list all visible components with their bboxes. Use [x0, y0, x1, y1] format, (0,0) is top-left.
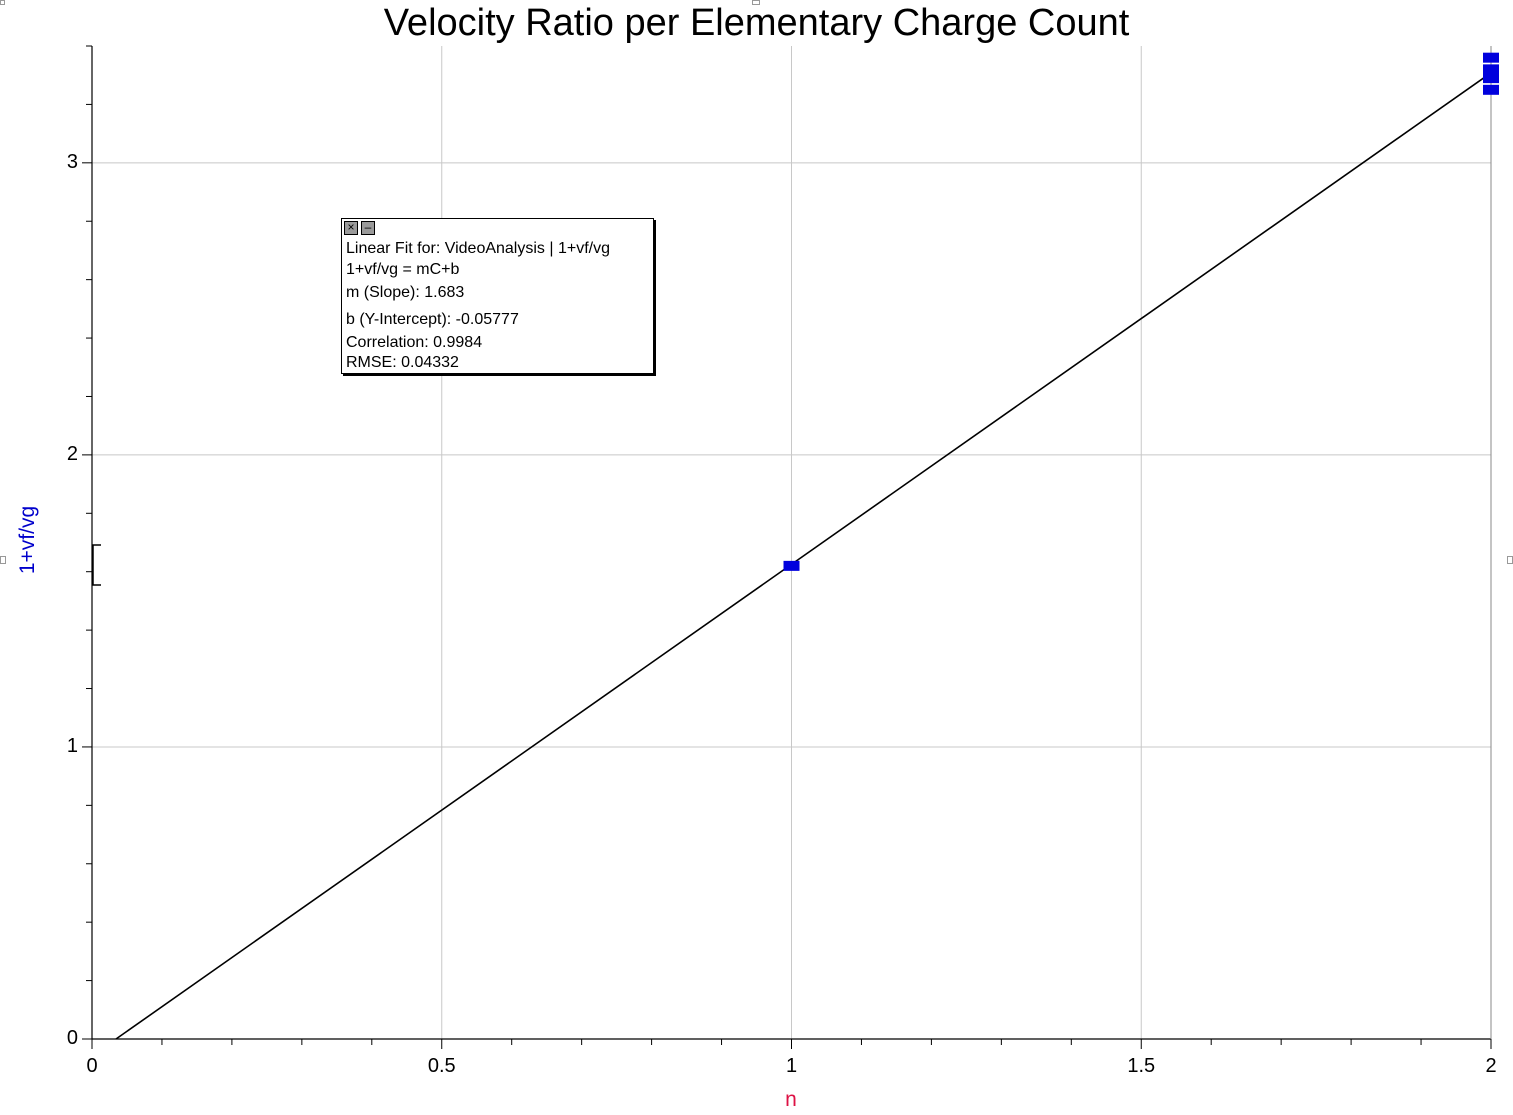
x-tick-label: 2 [1485, 1055, 1497, 1077]
fit-slope: m (Slope): 1.683 [346, 284, 465, 301]
x-tick-label: 1.5 [1127, 1055, 1156, 1077]
resize-handle-left[interactable] [0, 556, 6, 564]
y-tick-label: 3 [66, 150, 78, 173]
linear-fit-box[interactable]: × – Linear Fit for: VideoAnalysis | 1+vf… [341, 218, 654, 374]
data-point [1483, 52, 1499, 63]
data-point [783, 560, 800, 571]
x-tick-label: 0.5 [427, 1055, 456, 1077]
resize-handle-right[interactable] [1507, 556, 1513, 564]
y-tick-label: 1 [66, 734, 78, 757]
fit-line [115, 72, 1492, 1040]
data-point [1483, 64, 1499, 75]
x-tick-label: 0 [86, 1055, 98, 1077]
fit-intercept: b (Y-Intercept): -0.05777 [346, 311, 519, 328]
minimize-icon[interactable]: – [361, 221, 375, 235]
resize-handle-top[interactable] [752, 0, 760, 5]
fit-correlation: Correlation: 0.9984 [346, 334, 483, 351]
chart-title: Velocity Ratio per Elementary Charge Cou… [383, 2, 1130, 44]
bracket-marker [92, 544, 101, 586]
close-icon[interactable]: × [344, 221, 358, 235]
y-tick-label: 0 [66, 1027, 78, 1049]
data-point [1483, 73, 1499, 84]
x-axis-label: n [785, 1088, 797, 1111]
fit-title: Linear Fit for: VideoAnalysis | 1+vf/vg [346, 240, 610, 257]
y-axis-label: 1+vf/vg [16, 505, 39, 575]
y-tick-label: 2 [66, 442, 78, 465]
resize-handle-top-left[interactable] [0, 0, 5, 5]
fit-rmse: RMSE: 0.04332 [346, 354, 459, 371]
fit-equation: 1+vf/vg = mC+b [346, 261, 460, 278]
data-point [1483, 84, 1499, 95]
x-tick-label: 1 [785, 1055, 798, 1077]
